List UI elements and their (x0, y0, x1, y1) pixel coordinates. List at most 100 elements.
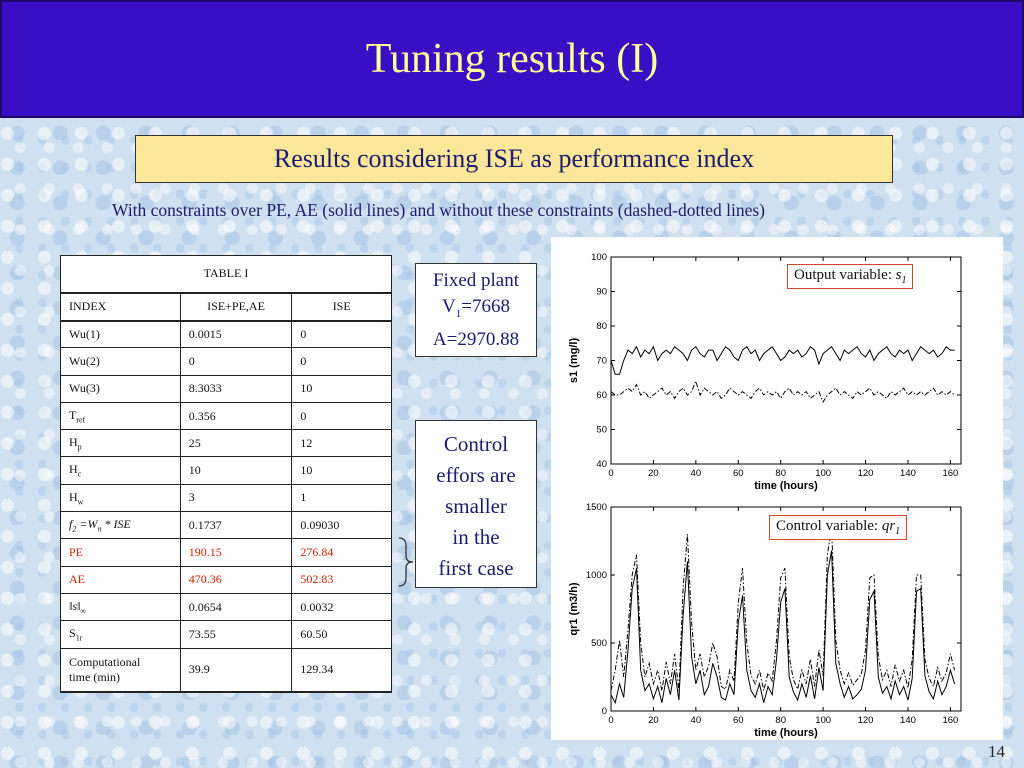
title-bar: Tuning results (I) (0, 0, 1024, 118)
curly-brace-icon (398, 537, 414, 587)
plant-line: A=2970.88 (432, 328, 520, 350)
table-cell: 25 (179, 429, 293, 458)
table-row: ‖s‖∞ 0.0654 0.0032 (60, 592, 392, 622)
slide-title: Tuning results (I) (365, 36, 659, 82)
note-line: in the (452, 525, 500, 549)
table-header: ISE (291, 292, 392, 322)
note-line: first case (438, 556, 514, 580)
table-row: AE 470.36 502.83 (60, 565, 392, 594)
x-tick-label: 0 (608, 468, 613, 479)
control-variable-label: Control variable: qr1 (769, 515, 908, 540)
y-tick-label: 60 (596, 390, 607, 401)
x-tick-label: 20 (648, 715, 659, 726)
index-eq: =W (76, 517, 98, 532)
table-caption: TABLE I (60, 255, 392, 294)
x-tick-label: 20 (648, 468, 659, 479)
table-cell-index: PE (60, 538, 181, 567)
index-sub: ref (76, 415, 86, 425)
control-note-box: Control effors are smaller in the first … (415, 420, 537, 588)
table-cell: 0.0032 (291, 592, 392, 622)
table-cell: 12 (291, 429, 392, 458)
table-cell: 276.84 (291, 538, 392, 567)
table-cell: 0.356 (179, 401, 293, 431)
label-prefix: Control variable: (776, 518, 882, 534)
plant-v-value: =7668 (461, 296, 510, 317)
table-header: INDEX (60, 292, 181, 322)
index-line: Computational (69, 654, 141, 669)
x-axis-label: time (hours) (754, 480, 818, 492)
table-cell: 60.50 (291, 620, 392, 649)
table-cell-index: f2 =Wn * ISE (60, 511, 181, 540)
table-row: PE 190.15 276.84 (60, 538, 392, 567)
note-line: smaller (445, 494, 507, 518)
x-tick-label: 40 (691, 468, 702, 479)
table-cell: 470.36 (179, 565, 293, 594)
x-tick-label: 80 (775, 715, 786, 726)
table: TABLE I INDEX ISE+PE,AE ISE Wu(1) 0.0015… (60, 255, 392, 694)
y-tick-label: 40 (596, 459, 607, 470)
x-tick-label: 60 (733, 715, 744, 726)
table-cell-index: Tref (60, 401, 181, 431)
plant-v-sub: 1 (455, 307, 462, 320)
table-cell: 8.3033 (179, 374, 293, 403)
table-cell: 3 (179, 483, 293, 513)
table-cell-index: Hc (60, 456, 181, 485)
table-cell: 0 (291, 347, 392, 376)
table-cell-index: S1r (60, 620, 181, 649)
note-line: effors are (436, 463, 516, 487)
table-cell: 190.15 (179, 538, 293, 567)
table-cell: 0.09030 (291, 511, 392, 540)
fixed-plant-box: Fixed plant V1=7668 A=2970.88 (415, 263, 537, 357)
y-tick-label: 50 (596, 425, 607, 436)
x-tick-label: 80 (775, 468, 786, 479)
index-norm: s (72, 598, 78, 613)
table-cell: 73.55 (179, 620, 293, 649)
table-row: Hw 3 1 (60, 483, 392, 513)
table-cell-index: Wu(2) (60, 347, 181, 376)
index-sub: ∞ (80, 606, 87, 616)
index-sub: 2 (72, 524, 77, 534)
table-cell: 0.0654 (179, 592, 293, 622)
y-tick-label: 1500 (586, 502, 607, 513)
table-row: f2 =Wn * ISE 0.1737 0.09030 (60, 511, 392, 540)
table-cell-index: Wu(3) (60, 374, 181, 403)
table-cell-index: AE (60, 565, 181, 594)
y-axis-label: qr1 (m3/h) (568, 582, 580, 636)
x-tick-label: 120 (858, 715, 874, 726)
index-sub: 1r (75, 633, 83, 643)
index-main: S (69, 626, 76, 641)
y-tick-label: 70 (596, 356, 607, 367)
label-var: qr (881, 518, 896, 534)
label-var: s (895, 267, 902, 283)
x-tick-label: 40 (691, 715, 702, 726)
table-cell-index: Hp (60, 429, 181, 458)
x-tick-label: 160 (942, 468, 958, 479)
index-main: H (69, 435, 78, 450)
index-sub: c (77, 469, 82, 479)
table-cell: 0 (291, 319, 392, 349)
output-chart-svg: 0 20 40 60 80 100 120 140 160405060708090100time… (568, 252, 962, 492)
index-f: f (69, 517, 73, 532)
table-row: Hc 10 10 (60, 456, 392, 485)
index-main: H (69, 489, 78, 504)
table-cell: 39.9 (179, 647, 293, 694)
y-tick-label: 90 (596, 287, 607, 298)
control-chart: 0 20 40 60 80 100 120 140 160 0 500 1000 1500 time (h… (551, 495, 1003, 740)
x-tick-label: 140 (900, 715, 916, 726)
table-cell: 0 (291, 401, 392, 431)
series-line-dashdot (610, 527, 956, 691)
x-tick-label: 100 (815, 468, 831, 479)
y-tick-label: 80 (596, 321, 607, 332)
table-cell: 0.0015 (179, 319, 293, 349)
x-tick-label: 0 (608, 715, 613, 726)
y-tick-label: 500 (591, 638, 607, 649)
control-chart-svg: 0 20 40 60 80 100 120 140 160 0 500 1000 1500 time (h… (568, 502, 962, 739)
table-row: Tref 0.356 0 (60, 401, 392, 431)
output-variable-label: Output variable: s1 (787, 264, 914, 289)
slide-caption: With constraints over PE, AE (solid line… (112, 200, 765, 220)
page-number: 14 (988, 742, 1005, 761)
table-cell: 129.34 (291, 647, 392, 694)
x-tick-label: 160 (942, 715, 958, 726)
table-cell: 1 (291, 483, 392, 513)
table-cell-index: Hw (60, 483, 181, 513)
